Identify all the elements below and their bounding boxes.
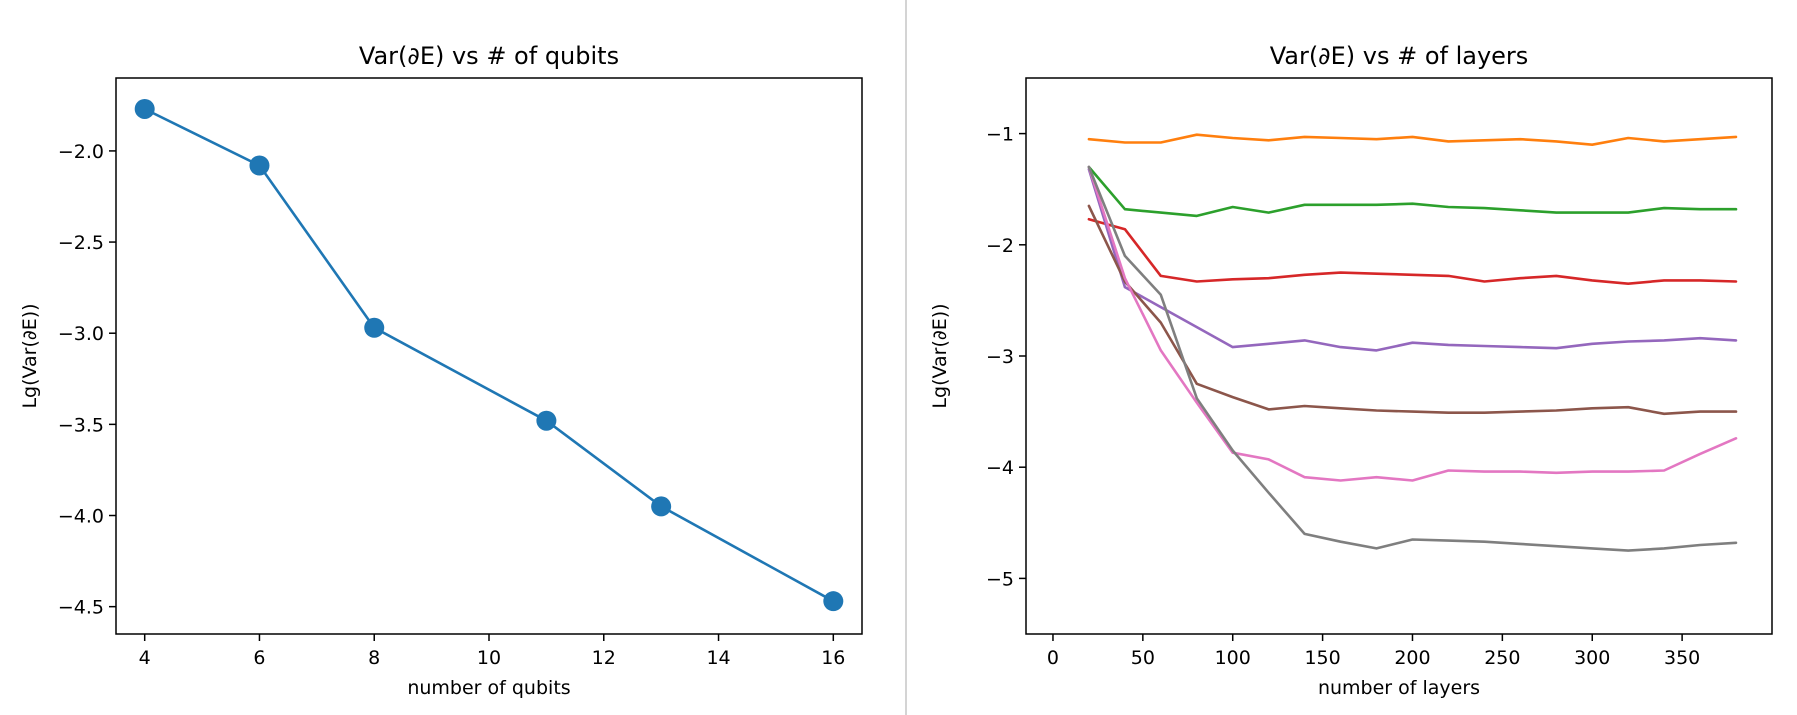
y-axis-label: Lg(Var(∂E)) [929,303,951,408]
y-tick-label: −1 [986,124,1014,146]
data-point [651,496,672,517]
series-line-3 [1087,217,1738,286]
chart-title: Var(∂E) vs # of layers [1270,42,1529,70]
x-tick-label: 6 [253,647,265,669]
y-tick-label: −2.0 [58,141,104,163]
x-tick-label: 8 [368,647,380,669]
x-tick-label: 4 [139,647,151,669]
y-tick-label: −4 [986,457,1014,479]
x-tick-label: 14 [706,647,730,669]
y-axis-label: Lg(Var(∂E)) [19,303,41,408]
plot-frame [115,77,863,635]
x-tick-label: 100 [1215,647,1251,669]
data-point [823,591,844,612]
panel-divider [905,0,907,715]
x-axis-label: number of qubits [407,677,570,699]
x-tick-label: 16 [821,647,845,669]
chart-title: Var(∂E) vs # of qubits [359,42,619,70]
series-line-1 [1087,133,1738,146]
x-tick-label: 300 [1574,647,1610,669]
y-tick-label: −3.0 [58,323,104,345]
y-tick-label: −2 [986,235,1014,257]
y-tick-label: −3 [986,346,1014,368]
x-tick-label: 10 [477,647,501,669]
x-tick-label: 200 [1394,647,1430,669]
series-line-2 [1087,165,1738,218]
series-line-5 [1087,204,1738,416]
y-tick-label: −2.5 [58,232,104,254]
y-tick-label: −5 [986,568,1014,590]
series-line-1 [143,107,835,603]
y-tick-label: −3.5 [58,414,104,436]
plot-frame [1025,77,1773,635]
data-point [134,98,155,119]
x-tick-label: 50 [1131,647,1155,669]
y-tick-label: −4.5 [58,597,104,619]
y-tick-label: −4.0 [58,506,104,528]
series-line-6 [1087,165,1738,482]
x-tick-label: 150 [1304,647,1340,669]
data-point [536,410,557,431]
data-point [249,155,270,176]
x-tick-label: 250 [1484,647,1520,669]
x-axis-label: number of layers [1318,677,1480,699]
x-tick-label: 350 [1664,647,1700,669]
x-tick-label: 12 [592,647,616,669]
series-line-7 [1087,165,1738,552]
data-point [364,317,385,338]
x-tick-label: 0 [1047,647,1059,669]
series-line-4 [1087,167,1738,352]
chart-layers: Var(∂E) vs # of layers number of layers Lg… [929,42,1773,699]
chart-qubits: Var(∂E) vs # of qubits number of qubits Lg… [19,42,863,699]
